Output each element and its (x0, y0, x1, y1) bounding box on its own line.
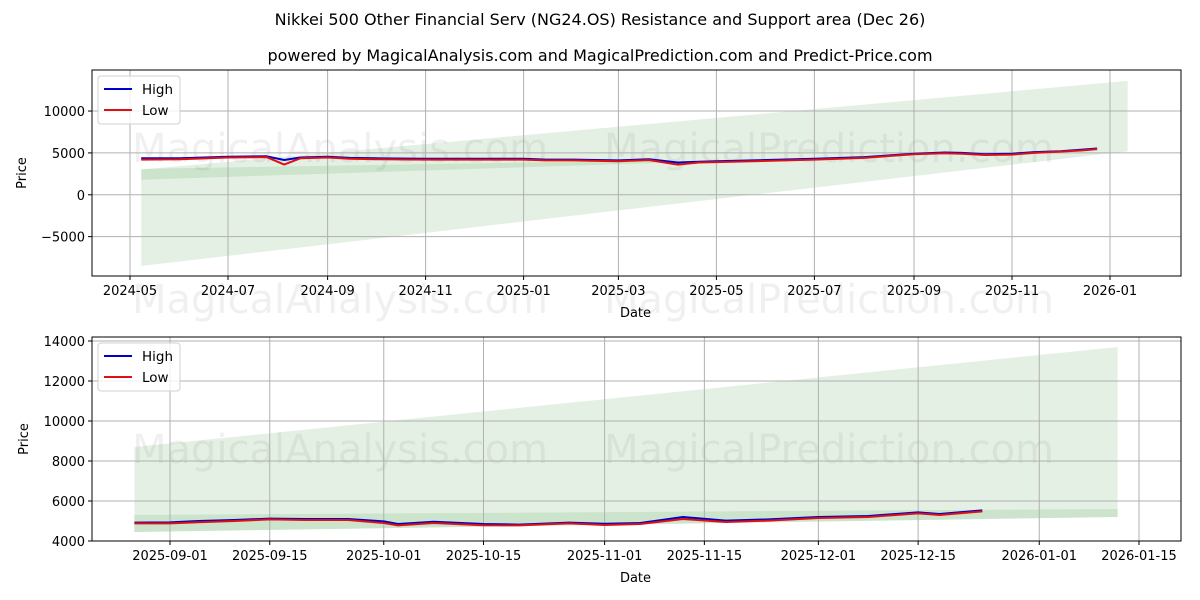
x-tick-label: 2025-12-15 (880, 549, 956, 564)
x-tick-label: 2026-01-15 (1101, 549, 1177, 564)
x-tick-label: 2025-09-15 (232, 549, 308, 564)
legend: High Low (97, 342, 181, 392)
x-tick-label: 2025-11-01 (567, 549, 643, 564)
legend-label-high: High (142, 349, 173, 365)
x-tick-label: 2025-09 (887, 284, 941, 299)
x-tick-label: 2025-12-01 (781, 549, 857, 564)
series-line-low (141, 148, 1098, 166)
x-tick-label: 2025-01 (496, 284, 550, 299)
x-tick-label: 2024-09 (300, 284, 354, 299)
y-axis-label: Price (15, 157, 30, 189)
x-tick-label: 2024-07 (201, 284, 255, 299)
x-tick-label: 2025-03 (591, 284, 645, 299)
x-tick-label: 2026-01-01 (1001, 549, 1077, 564)
chart-title: Nikkei 500 Other Financial Serv (NG24.OS… (274, 10, 926, 29)
x-tick-label: 2026-01 (1083, 284, 1137, 299)
chart-subtitle: powered by MagicalAnalysis.com and Magic… (267, 46, 933, 65)
legend-label-high: High (142, 82, 173, 98)
x-tick-label: 2025-11-15 (667, 549, 743, 564)
x-tick-label: 2024-05 (103, 284, 157, 299)
axes-frame (91, 69, 1182, 277)
x-tick-label: 2024-11 (398, 284, 452, 299)
legend-label-low: Low (142, 103, 169, 119)
y-tick-label: 0 (77, 189, 85, 204)
chart-panel-2: MagicalAnalysis.com MagicalPrediction.com… (17, 335, 1182, 586)
y-tick-label: 12000 (44, 375, 85, 390)
watermark: MagicalAnalysis.com (132, 427, 548, 473)
y-tick-label: −5000 (41, 231, 85, 246)
y-tick-label: 10000 (44, 105, 85, 120)
x-axis-label: Date (620, 306, 651, 321)
watermark: MagicalPrediction.com (604, 427, 1054, 473)
x-axis-label: Date (620, 571, 651, 586)
legend-label-low: Low (142, 370, 169, 386)
y-tick-label: 14000 (44, 335, 85, 350)
series-line-low (134, 510, 983, 527)
y-tick-label: 5000 (52, 147, 85, 162)
support-resistance-band (141, 80, 1128, 266)
watermark: MagicalAnalysis.com (132, 277, 548, 323)
x-tick-label: 2025-09-01 (132, 549, 208, 564)
axes-frame (91, 336, 1182, 542)
support-resistance-band (141, 160, 657, 180)
y-tick-label: 8000 (52, 455, 85, 470)
y-tick-label: 6000 (52, 495, 85, 510)
watermark: MagicalAnalysis.com (132, 126, 548, 172)
support-resistance-band (134, 347, 1118, 532)
y-tick-label: 10000 (44, 415, 85, 430)
watermark: MagicalPrediction.com (604, 277, 1054, 323)
y-tick-label: 4000 (52, 535, 85, 550)
x-tick-label: 2025-05 (689, 284, 743, 299)
x-tick-label: 2025-11 (985, 284, 1039, 299)
x-tick-label: 2025-10-15 (446, 549, 522, 564)
y-axis-label: Price (17, 423, 32, 455)
x-tick-label: 2025-07 (787, 284, 841, 299)
chart-panel-1: MagicalAnalysis.com MagicalPrediction.com… (15, 69, 1182, 323)
legend: High Low (97, 75, 181, 125)
x-tick-label: 2025-10-01 (346, 549, 422, 564)
